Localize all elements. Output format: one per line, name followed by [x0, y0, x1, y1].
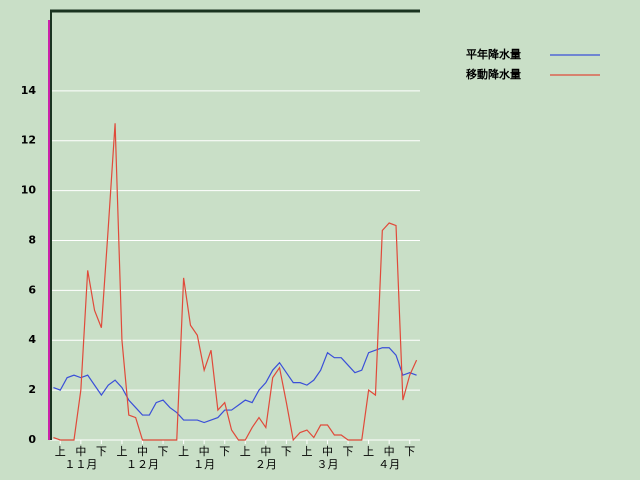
x-tick-label: 中	[322, 445, 333, 458]
y-tick-label: 4	[28, 333, 36, 346]
x-tick-label: 上	[116, 445, 127, 458]
y-tick-label: 10	[21, 184, 37, 197]
series-line	[53, 123, 418, 442]
month-label: １１月	[64, 458, 97, 471]
y-tick-label: 2	[28, 383, 36, 396]
y-tick-label: 8	[28, 233, 36, 246]
y-tick-label: 14	[21, 84, 37, 97]
series-line	[53, 347, 417, 424]
x-tick-label: 中	[137, 445, 148, 458]
x-tick-label: 上	[55, 445, 66, 458]
x-tick-label: 上	[301, 445, 312, 458]
legend-label: 移動降水量	[466, 67, 521, 81]
x-tick-label: 上	[363, 445, 374, 458]
x-tick-label: 下	[281, 445, 292, 458]
month-label: ２月	[255, 458, 277, 471]
x-tick-label: 中	[199, 445, 210, 458]
y-tick-label: 12	[21, 134, 36, 147]
month-label: ３月	[317, 458, 339, 471]
x-tick-label: 中	[75, 445, 86, 458]
x-tick-label: 下	[343, 445, 354, 458]
x-tick-label: 上	[178, 445, 189, 458]
x-tick-label: 下	[404, 445, 415, 458]
month-label: １２月	[126, 458, 159, 471]
x-tick-label: 上	[240, 445, 251, 458]
x-tick-label: 下	[219, 445, 230, 458]
y-tick-label: 0	[28, 433, 36, 446]
x-tick-label: 中	[384, 445, 395, 458]
x-tick-label: 下	[158, 445, 169, 458]
y-tick-label: 6	[28, 283, 36, 296]
month-label: ４月	[378, 458, 400, 471]
x-tick-label: 中	[260, 445, 271, 458]
legend-label: 平年降水量	[466, 47, 521, 61]
x-tick-label: 下	[96, 445, 107, 458]
month-label: １月	[193, 458, 215, 471]
